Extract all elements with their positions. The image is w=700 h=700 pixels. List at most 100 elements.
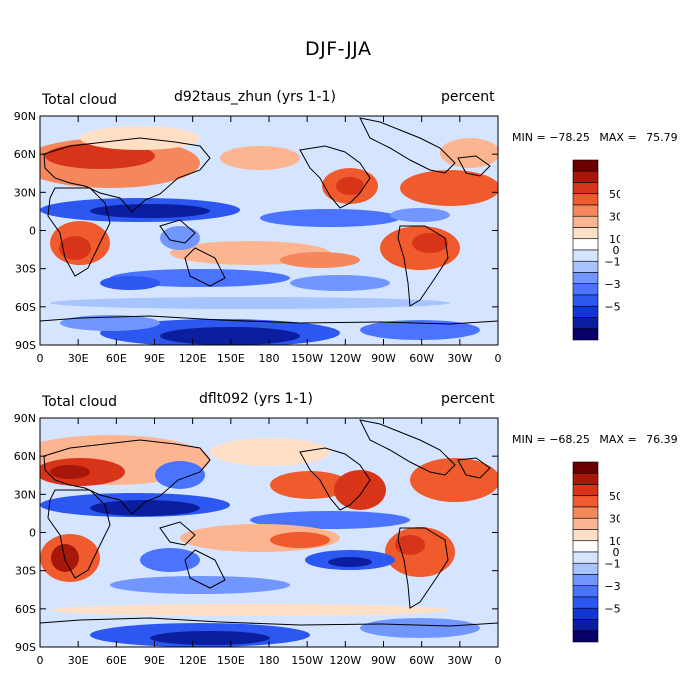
lon-tick-label: 150E: [217, 352, 245, 365]
panel2-max-value: 76.39: [646, 433, 678, 446]
panel2-min-max: MIN = −68.25 MAX = 76.39: [512, 433, 678, 446]
colorbar-swatch: [572, 204, 599, 217]
colorbar-label: −10: [604, 557, 620, 570]
colorbar-label: 0: [613, 244, 620, 257]
lat-tick-label: 90N: [14, 412, 36, 425]
panel2-colorbar-swatches: 50 30 100−10 −30 −50: [572, 461, 620, 643]
lon-tick-label: 60W: [409, 654, 434, 667]
panel2-min-label: MIN =: [512, 433, 546, 446]
colorbar-swatch: [572, 461, 599, 474]
panel1-colorbar-swatches: 50 30 100−10 −30 −50: [572, 159, 620, 341]
panel1-coastlines: [40, 117, 498, 325]
lon-tick-label: 60E: [106, 352, 127, 365]
lat-tick-label: 30N: [14, 488, 36, 501]
panel2-colorbar: 50 30 100−10 −30 −50: [572, 461, 620, 643]
lon-tick-label: 150W: [291, 352, 323, 365]
lon-tick-label: 90E: [144, 352, 165, 365]
panel2-contour-field: [40, 418, 498, 647]
panel1-variable-label: Total cloud: [42, 92, 118, 108]
lon-tick-label: 30W: [447, 352, 472, 365]
panel1-units-label: percent: [441, 89, 495, 105]
lon-tick-label: 120E: [179, 352, 207, 365]
colorbar-swatch: [572, 551, 599, 564]
panel2-case-label: dflt092 (yrs 1-1): [199, 391, 313, 407]
colorbar-swatch: [572, 495, 599, 508]
panel2-variable-label: Total cloud: [42, 394, 118, 410]
colorbar-swatch: [572, 596, 599, 609]
panel1-max-value: 75.79: [646, 131, 678, 144]
lon-tick-label: 180: [259, 352, 280, 365]
colorbar-label: 30: [609, 210, 620, 223]
colorbar-swatch: [572, 517, 599, 530]
lon-tick-label: 60E: [106, 654, 127, 667]
lon-tick-label: 90W: [371, 352, 396, 365]
lon-tick-label: 30E: [68, 352, 89, 365]
lon-tick-label: 0: [37, 654, 44, 667]
colorbar-swatch: [572, 540, 599, 553]
colorbar-swatch: [572, 159, 599, 172]
colorbar-swatch: [572, 249, 599, 262]
lon-tick-label: 150W: [291, 654, 323, 667]
colorbar-swatch: [572, 193, 599, 206]
colorbar-label: 50: [609, 490, 620, 503]
colorbar-label: −10: [604, 255, 620, 268]
panel1-min-value: −78.25: [549, 131, 590, 144]
lon-tick-label: 120W: [329, 352, 361, 365]
colorbar-swatch: [572, 562, 599, 575]
panel1-max-label: MAX =: [599, 131, 637, 144]
colorbar-label: 10: [609, 535, 620, 548]
lat-tick-label: 60N: [14, 148, 36, 161]
colorbar-swatch: [572, 328, 599, 341]
lon-tick-label: 0: [37, 352, 44, 365]
colorbar-label: 0: [613, 546, 620, 559]
colorbar-swatch: [572, 227, 599, 240]
figure-title: DJF-JJA: [305, 38, 372, 60]
colorbar-swatch: [572, 484, 599, 497]
colorbar-swatch: [572, 585, 599, 598]
colorbar-swatch: [572, 272, 599, 285]
lat-tick-label: 60S: [15, 603, 36, 616]
colorbar-swatch: [572, 506, 599, 519]
panel1-contour-field: [40, 116, 498, 345]
lat-tick-label: 0: [29, 527, 36, 540]
colorbar-swatch: [572, 472, 599, 485]
colorbar-swatch: [572, 170, 599, 183]
lat-tick-label: 90S: [15, 339, 36, 352]
lon-tick-label: 120E: [179, 654, 207, 667]
lat-tick-label: 30N: [14, 186, 36, 199]
lon-tick-label: 90E: [144, 654, 165, 667]
colorbar-label: 30: [609, 512, 620, 525]
colorbar-label: −30: [604, 278, 620, 291]
colorbar-swatch: [572, 607, 599, 620]
panel1-min-max: MIN = −78.25 MAX = 75.79: [512, 131, 678, 144]
panel1-case-label: d92taus_zhun (yrs 1-1): [174, 89, 336, 105]
colorbar-swatch: [572, 182, 599, 195]
lon-tick-label: 60W: [409, 352, 434, 365]
lon-tick-label: 180: [259, 654, 280, 667]
colorbar-label: −50: [604, 300, 620, 313]
colorbar-swatch: [572, 630, 599, 643]
colorbar-swatch: [572, 294, 599, 307]
colorbar-label: −30: [604, 580, 620, 593]
lon-tick-label: 30W: [447, 654, 472, 667]
lat-tick-label: 30S: [15, 565, 36, 578]
colorbar-swatch: [572, 574, 599, 587]
lat-tick-label: 90N: [14, 110, 36, 123]
colorbar-swatch: [572, 529, 599, 542]
lon-tick-label: 30E: [68, 654, 89, 667]
lat-tick-label: 60S: [15, 301, 36, 314]
lon-tick-label: 120W: [329, 654, 361, 667]
lon-tick-label: 0: [495, 654, 502, 667]
colorbar-swatch: [572, 283, 599, 296]
lon-tick-label: 150E: [217, 654, 245, 667]
lon-tick-label: 0: [495, 352, 502, 365]
colorbar-swatch: [572, 619, 599, 632]
colorbar-swatch: [572, 305, 599, 318]
colorbar-swatch: [572, 317, 599, 330]
colorbar-swatch: [572, 215, 599, 228]
colorbar-label: 50: [609, 188, 620, 201]
